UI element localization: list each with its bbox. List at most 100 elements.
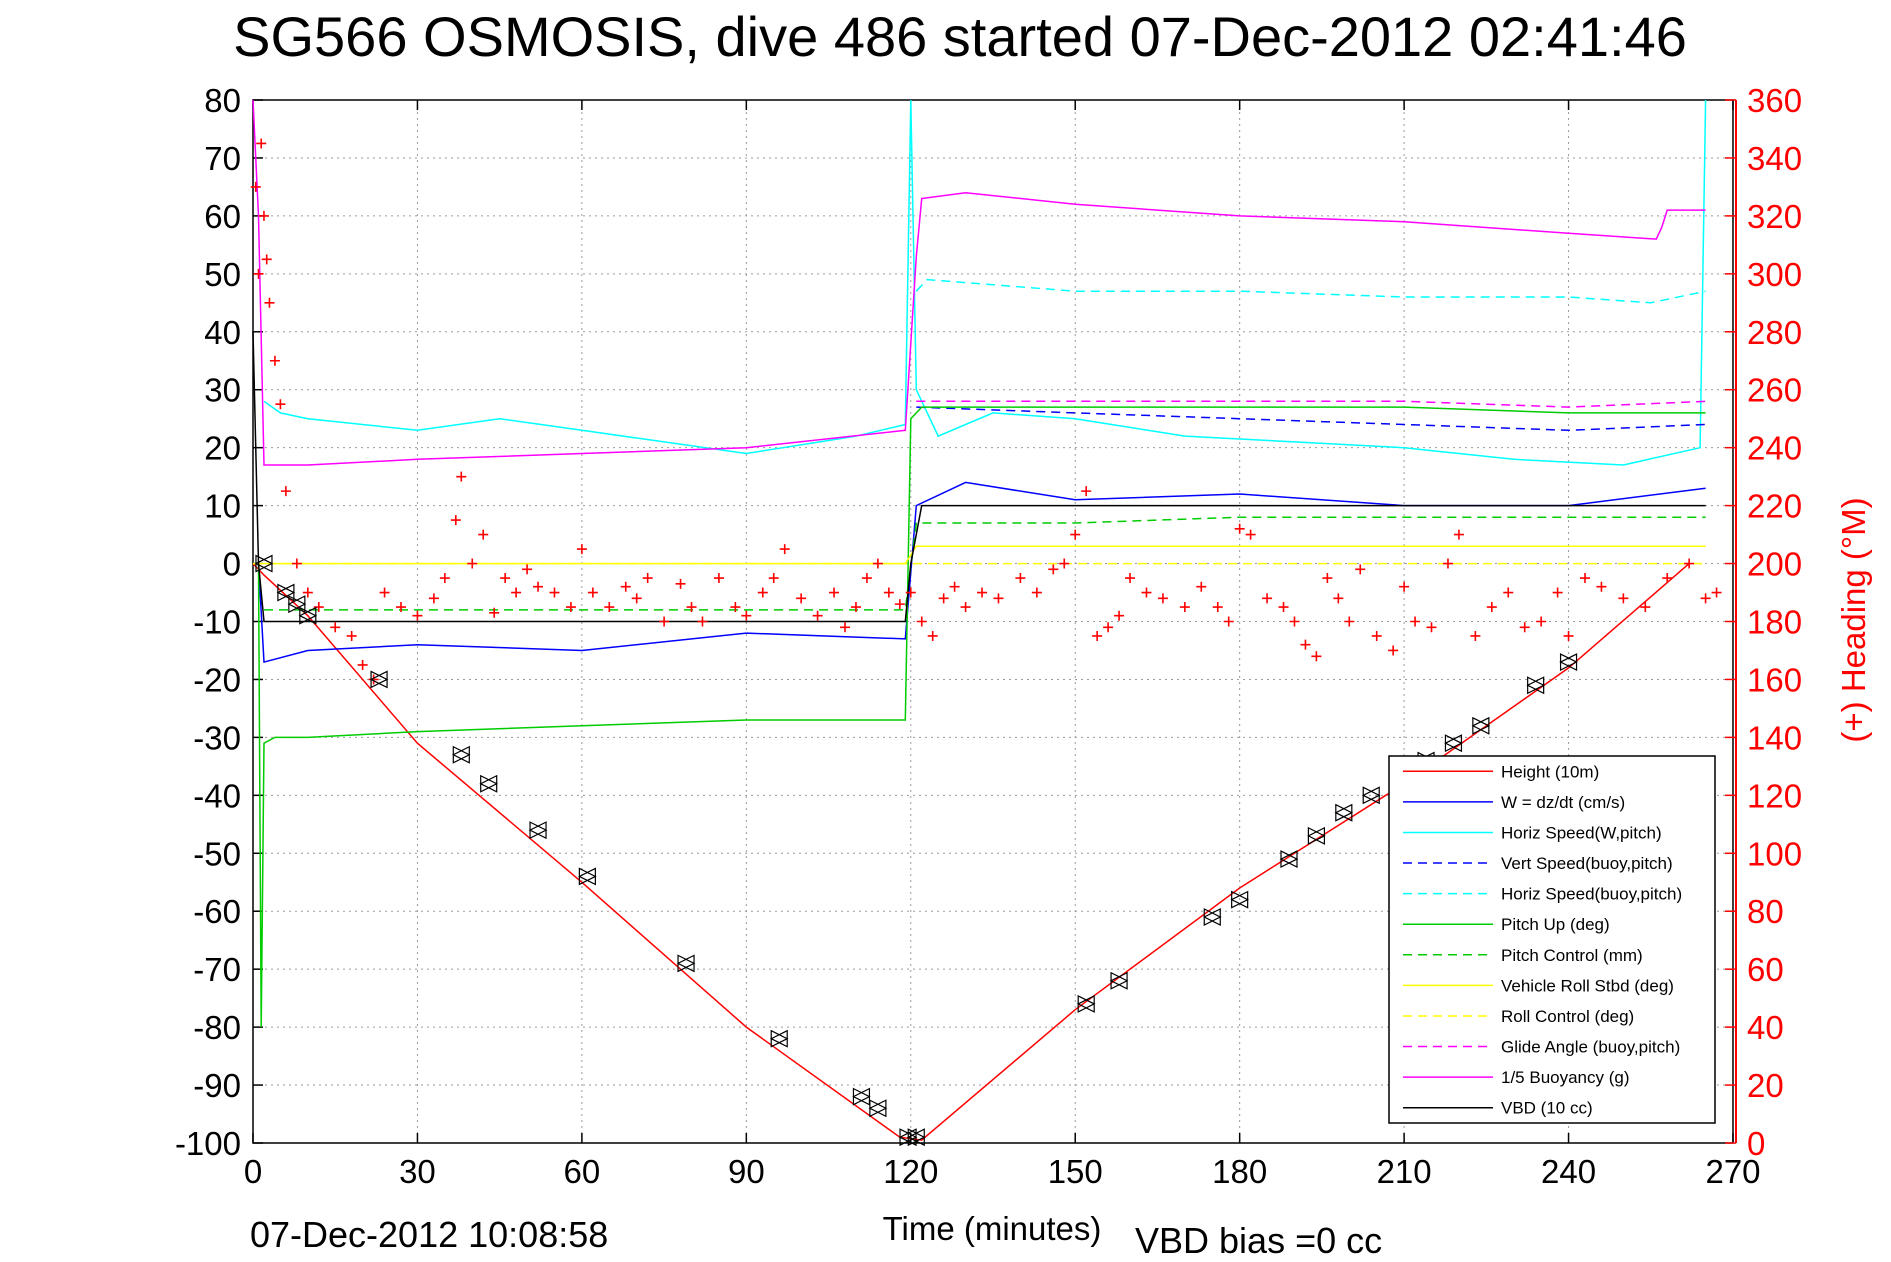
y-left-tick-label: 30 [204, 372, 241, 409]
heading-point [1662, 573, 1673, 584]
vbd-marker [1559, 653, 1578, 672]
heading-point [960, 602, 971, 613]
heading-point [533, 581, 544, 592]
series-line-2 [263, 99, 1707, 466]
heading-point [1519, 622, 1530, 633]
heading-point [302, 587, 313, 598]
vbd-marker [1230, 890, 1250, 909]
y-right-tick-label: 360 [1747, 82, 1802, 119]
legend-label: Pitch Control (mm) [1501, 946, 1643, 965]
x-tick-label: 120 [883, 1153, 938, 1190]
heading-point [346, 630, 357, 641]
heading-point [883, 587, 894, 598]
heading-point [1289, 616, 1300, 627]
heading-point [511, 587, 522, 598]
vbd-marker [1109, 971, 1129, 990]
heading-point [796, 593, 807, 604]
heading-point [1103, 622, 1114, 633]
heading-point [872, 558, 883, 569]
x-tick-label: 270 [1705, 1153, 1760, 1190]
heading-point [1371, 630, 1382, 641]
heading-point [1212, 602, 1223, 613]
heading-point [489, 607, 500, 618]
heading-point [1234, 523, 1245, 534]
heading-point [757, 587, 768, 598]
heading-point [478, 529, 489, 540]
heading-point [812, 610, 823, 621]
vbd-marker [769, 1029, 789, 1048]
heading-point [1311, 651, 1322, 662]
heading-point [1278, 602, 1289, 613]
chart-title: SG566 OSMOSIS, dive 486 started 07-Dec-2… [233, 5, 1687, 68]
heading-point [1157, 593, 1168, 604]
heading-point [1552, 587, 1563, 598]
legend-label: Roll Control (deg) [1501, 1007, 1634, 1026]
y-left-tick-label: 20 [204, 430, 241, 467]
x-tick-label: 180 [1212, 1153, 1267, 1190]
heading-point [1711, 587, 1722, 598]
series-line-7 [253, 545, 1706, 565]
heading-point [1410, 616, 1421, 627]
heading-point [1059, 558, 1070, 569]
heading-point [697, 616, 708, 627]
heading-point [1322, 573, 1333, 584]
y-right-tick-label: 0 [1747, 1125, 1765, 1162]
footer-timestamp: 07-Dec-2012 10:08:58 [250, 1214, 608, 1255]
heading-point [291, 558, 302, 569]
heading-point [894, 599, 905, 610]
vbd-marker [1076, 994, 1096, 1013]
y-left-tick-label: 10 [204, 488, 241, 525]
y-right-tick-label: 80 [1747, 893, 1784, 930]
heading-point [604, 602, 615, 613]
heading-point [1700, 593, 1711, 604]
vbd-marker [528, 821, 548, 840]
y-left-tick-label: -70 [193, 951, 241, 988]
x-tick-label: 90 [728, 1153, 765, 1190]
y-left-tick-label: -40 [193, 777, 241, 814]
heading-point [565, 602, 576, 613]
y-right-tick-label: 340 [1747, 140, 1802, 177]
y-right-tick-label: 120 [1747, 777, 1802, 814]
y-left-tick-label: 80 [204, 82, 241, 119]
axis-ticks: 0 30 60 90 120 150 180 210 240 270 80 70 60 50 40 30 20 1… [175, 82, 1802, 1190]
heading-point [1442, 558, 1453, 569]
vbd-marker [287, 595, 307, 614]
heading-point [456, 471, 467, 482]
y-left-tick-label: 50 [204, 256, 241, 293]
heading-point [675, 578, 686, 589]
heading-point [439, 573, 450, 584]
series-layer [252, 99, 1707, 1141]
vbd-marker [868, 1099, 888, 1118]
y-left-tick-label: -30 [193, 719, 241, 756]
heading-point [500, 573, 511, 584]
heading-point [1048, 564, 1059, 575]
vbd-marker [254, 554, 274, 573]
vbd-marker [1361, 786, 1381, 805]
heading-point [620, 581, 631, 592]
legend-label: Glide Angle (buoy,pitch) [1501, 1038, 1680, 1057]
legend-label: VBD (10 cc) [1501, 1099, 1593, 1118]
heading-point [275, 399, 286, 410]
heading-point [549, 587, 560, 598]
heading-point [1399, 581, 1410, 592]
legend-label: Pitch Up (deg) [1501, 915, 1610, 934]
y-right-tick-label: 240 [1747, 430, 1802, 467]
heading-point [1092, 630, 1103, 641]
vbd-marker [852, 1087, 871, 1106]
x-tick-label: 150 [1048, 1153, 1103, 1190]
heading-point [768, 573, 779, 584]
heading-point [412, 610, 423, 621]
heading-point [861, 573, 872, 584]
heading-point [1070, 529, 1081, 540]
vbd-marker [676, 954, 696, 973]
heading-point [949, 581, 960, 592]
y-left-tick-label: 40 [204, 314, 241, 351]
y-left-tick-label: 0 [223, 546, 241, 583]
y-right-tick-label: 140 [1747, 719, 1802, 756]
heading-point [730, 602, 741, 613]
heading-point [396, 602, 406, 613]
vbd-marker [578, 867, 597, 886]
series-line-6 [264, 516, 1706, 611]
heading-point [256, 138, 267, 149]
heading-point [1563, 630, 1574, 641]
